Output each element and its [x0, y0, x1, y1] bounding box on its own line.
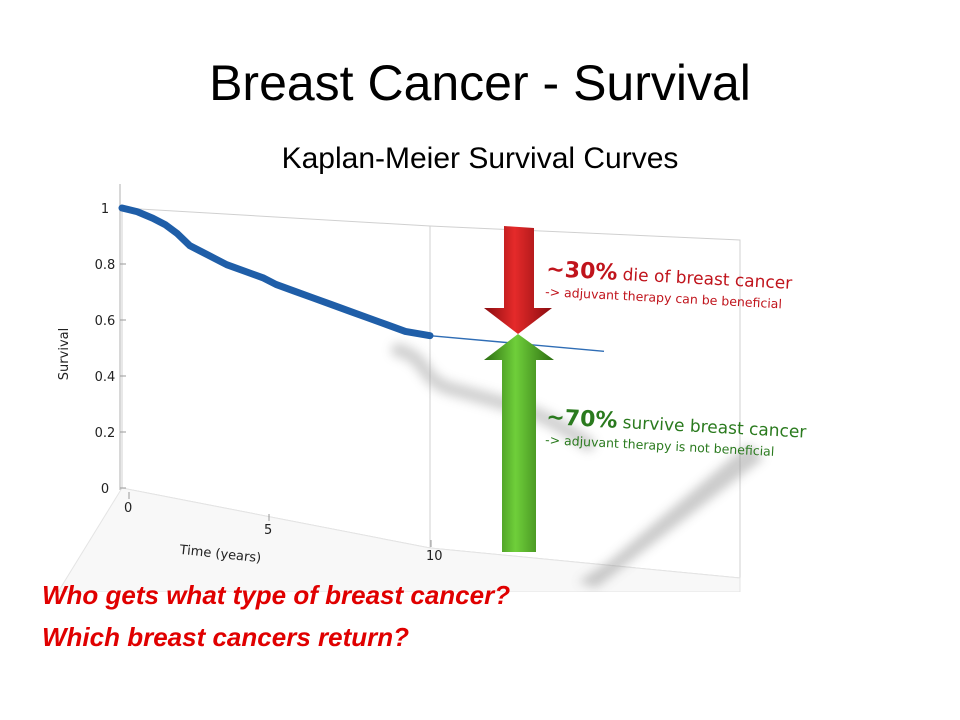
survival-curve	[118, 204, 434, 340]
question-type: Who gets what type of breast cancer?	[42, 580, 511, 610]
y-tick-label: 1	[101, 202, 109, 217]
question-return: Which breast cancers return?	[42, 622, 409, 652]
chart-frame	[57, 207, 741, 592]
x-ticks: 0 5 10	[124, 492, 443, 564]
slide-title: Breast Cancer - Survival	[209, 55, 751, 111]
annotation-survive-percent: ~70%	[546, 405, 618, 434]
y-tick-label: 0.4	[95, 370, 116, 385]
annotation-die-percent: ~30%	[546, 257, 618, 286]
y-tick-label: 0	[101, 482, 109, 497]
y-tick-label: 0.6	[95, 314, 116, 329]
red-arrow	[484, 226, 552, 334]
green-arrow	[484, 334, 554, 552]
x-tick-label: 5	[264, 523, 272, 538]
slide-subtitle: Kaplan-Meier Survival Curves	[281, 142, 679, 175]
y-tick-label: 0.8	[95, 258, 116, 273]
curve-shadow	[391, 343, 595, 451]
y-ticks: 0 0.2 0.4 0.6 0.8 1	[95, 202, 126, 497]
x-tick-label: 0	[124, 501, 132, 516]
y-axis-label: Survival	[57, 328, 72, 380]
arrow-shadow	[578, 444, 764, 588]
floor-panel	[57, 487, 741, 592]
x-tick-label: 10	[426, 549, 443, 564]
y-tick-label: 0.2	[95, 426, 116, 441]
